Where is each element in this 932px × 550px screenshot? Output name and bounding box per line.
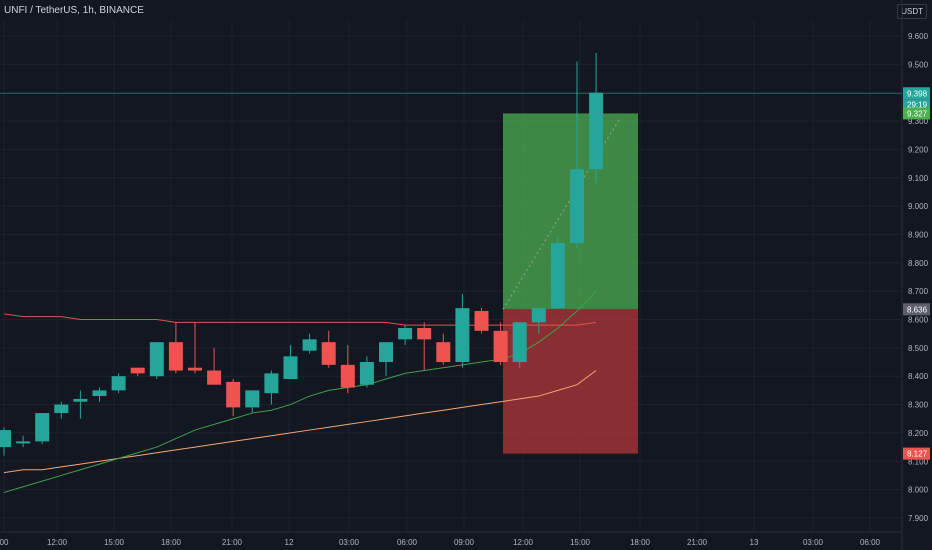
x-tick-label: 15:00 — [104, 538, 125, 547]
y-tick-label: 9.500 — [908, 60, 929, 69]
stop-price-tag-bg — [903, 447, 930, 460]
candle-up — [302, 333, 317, 354]
candle-up — [550, 237, 565, 309]
chart-grid — [0, 20, 902, 532]
candle-up — [245, 390, 260, 414]
candle-up — [35, 413, 50, 445]
candle-up — [512, 322, 527, 368]
candle-up — [455, 293, 470, 368]
stop-price-tag: 8.127 — [907, 450, 928, 459]
candle-down — [321, 330, 336, 368]
candle-down — [474, 308, 489, 334]
y-tick-label: 9.300 — [908, 117, 929, 126]
y-tick-label: 8.500 — [908, 344, 929, 353]
candle-up — [111, 373, 126, 394]
candlesticks — [0, 53, 604, 456]
x-tick-label: 15:00 — [570, 538, 591, 547]
candle-down — [207, 347, 222, 385]
candle-up — [359, 356, 374, 388]
candle-up — [54, 401, 69, 419]
countdown-tag: 29:19 — [907, 100, 928, 109]
y-tick-label: 8.300 — [908, 401, 929, 410]
last-price-tag-bg — [903, 87, 930, 100]
y-tick-label: 7.900 — [908, 514, 929, 523]
x-tick-label: 00 — [0, 538, 9, 547]
candle-up — [73, 390, 88, 419]
candle-up — [0, 427, 11, 456]
x-tick-label: 21:00 — [687, 538, 708, 547]
symbol-title: UNFI / TetherUS, 1h, BINANCE — [4, 5, 144, 16]
currency-label[interactable]: USDT — [897, 4, 927, 19]
candle-down — [417, 322, 432, 371]
candle-up — [283, 345, 298, 380]
candle-down — [436, 333, 451, 365]
target-price-tag: 9.327 — [907, 109, 928, 118]
x-tick-label: 18:00 — [630, 538, 651, 547]
entry-price-tag: 8.636 — [907, 305, 928, 314]
candle-up — [149, 342, 164, 380]
x-tick-label: 03:00 — [339, 538, 360, 547]
candle-down — [130, 367, 145, 377]
candle-down — [188, 322, 202, 374]
y-tick-label: 8.800 — [908, 259, 929, 268]
candle-down — [168, 322, 183, 374]
price-tags: 9.398 29:199.327 8.636 8.127 — [903, 87, 930, 460]
y-tick-label: 9.000 — [908, 202, 929, 211]
y-tick-label: 9.200 — [908, 145, 929, 154]
y-tick-label: 8.000 — [908, 486, 929, 495]
candle-up — [589, 53, 604, 184]
last-price-tag: 9.398 — [907, 89, 928, 98]
ma-slow-line — [3, 370, 597, 474]
x-tick-label: 09:00 — [454, 538, 475, 547]
x-tick-label: 13 — [750, 538, 759, 547]
position-zones — [0, 92, 902, 454]
x-tick-label: 12:00 — [513, 538, 534, 547]
candle-up — [570, 61, 584, 249]
countdown-bg — [903, 99, 930, 111]
y-tick-label: 8.900 — [908, 230, 929, 239]
time-axis: 00 12:00 15:00 18:00 21:00 12 03:00 06:00 09:00 1… — [0, 531, 902, 547]
y-tick-label: 8.400 — [908, 372, 929, 381]
x-tick-label: 06:00 — [397, 538, 418, 547]
candle-up — [264, 370, 279, 405]
y-tick-label: 8.200 — [908, 429, 929, 438]
ma-long-line — [3, 313, 597, 326]
price-axis: 9.600 9.500 9.300 9.200 9.100 9.000 8.900 8.800… — [901, 0, 929, 550]
candle-up — [92, 387, 107, 402]
y-tick-label: 8.100 — [908, 457, 929, 466]
y-tick-label: 8.600 — [908, 316, 929, 325]
x-tick-label: 06:00 — [860, 538, 881, 547]
candle-up — [531, 308, 546, 334]
x-tick-label: 12:00 — [47, 538, 68, 547]
x-tick-label: 12 — [285, 538, 294, 547]
candle-down — [340, 345, 355, 394]
y-tick-label: 8.700 — [908, 287, 929, 296]
candle-down — [226, 379, 241, 416]
candle-up — [379, 342, 393, 377]
candle-up — [16, 435, 31, 448]
x-tick-label: 18:00 — [161, 538, 182, 547]
candle-up — [398, 325, 413, 346]
candle-down — [493, 322, 508, 365]
y-tick-label: 9.600 — [908, 32, 929, 41]
x-tick-label: 03:00 — [803, 538, 824, 547]
y-tick-label: 9.100 — [908, 174, 929, 183]
target-price-tag-bg — [903, 107, 930, 120]
entry-price-tag-bg — [903, 303, 930, 316]
x-tick-label: 21:00 — [222, 538, 243, 547]
